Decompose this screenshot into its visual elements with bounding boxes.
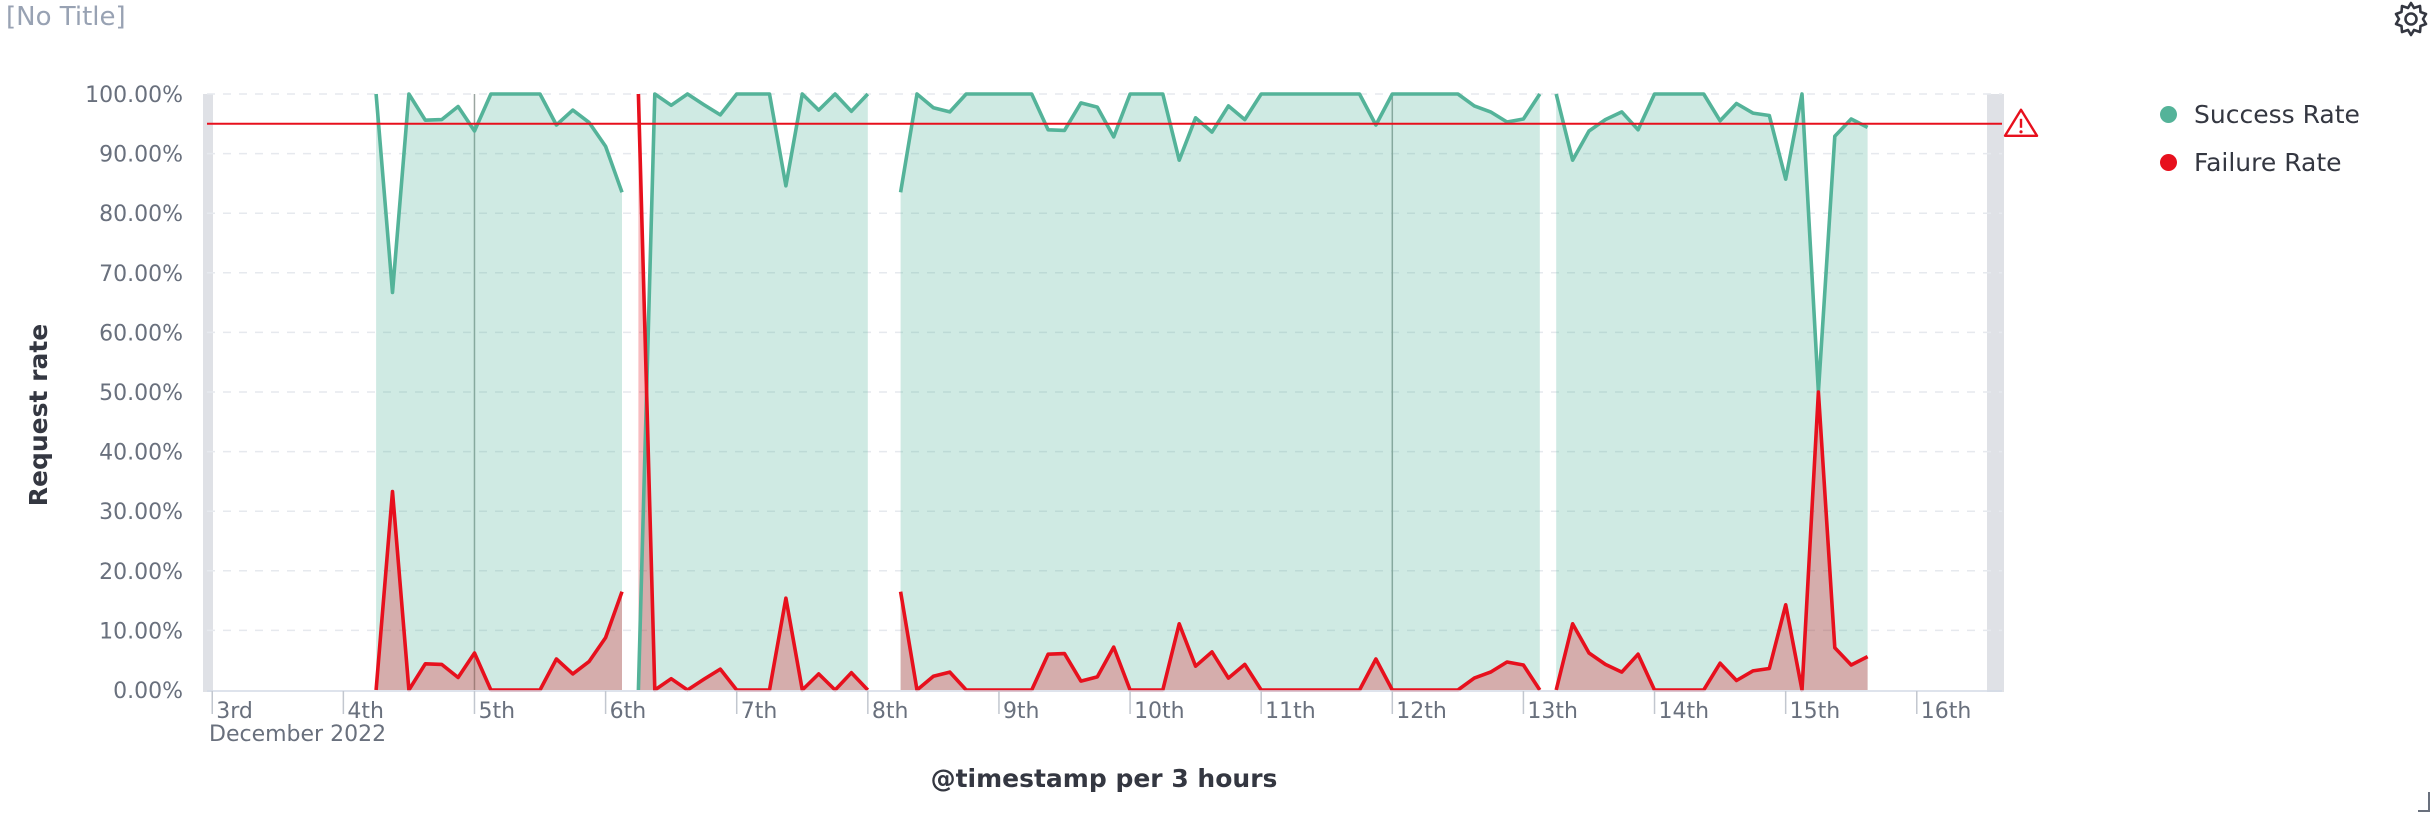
y-tick-label: 50.00%	[99, 381, 183, 406]
legend: Success Rate Failure Rate	[2160, 90, 2360, 186]
warning-dot	[2019, 130, 2023, 134]
x-tick-label: 5th	[478, 699, 515, 724]
area-failure-rate	[900, 591, 1540, 690]
x-tick-label: 9th	[1003, 699, 1040, 724]
legend-label-success: Success Rate	[2194, 99, 2360, 129]
series-line-success-rate	[374, 92, 624, 295]
legend-item-failure-rate[interactable]: Failure Rate	[2160, 138, 2360, 186]
y-tick-label: 70.00%	[99, 262, 183, 287]
x-tick-label: 3rd	[216, 699, 253, 724]
x-tick-label: 11th	[1265, 699, 1316, 724]
warning-icon	[2003, 108, 2039, 137]
y-tick-label: 30.00%	[99, 500, 183, 525]
x-tick-label: 14th	[1659, 699, 1710, 724]
x-tick-label: 4th	[347, 699, 384, 724]
legend-item-success-rate[interactable]: Success Rate	[2160, 90, 2360, 138]
y-tick-label: 100.00%	[85, 83, 183, 108]
series-line-failure-rate	[636, 93, 870, 692]
y-tick-label: 80.00%	[99, 202, 183, 227]
x-tick-label: 10th	[1134, 699, 1185, 724]
y-tick-label: 40.00%	[99, 441, 183, 466]
series-line-failure-rate	[1554, 390, 1869, 692]
x-axis-label: @timestamp per 3 hours	[931, 764, 1278, 793]
panel-title: [No Title]	[6, 2, 126, 32]
x-tick-label: 15th	[1790, 699, 1841, 724]
area-failure-rate	[1556, 392, 1868, 690]
x-axis-subtitle: December 2022	[209, 722, 386, 747]
legend-label-failure: Failure Rate	[2194, 147, 2342, 177]
x-tick-label: 12th	[1396, 699, 1447, 724]
series-line-success-rate	[636, 92, 870, 691]
legend-dot-failure	[2160, 153, 2177, 171]
x-tick-label: 6th	[610, 699, 647, 724]
area-success-rate	[376, 94, 622, 690]
series-line-failure-rate	[374, 489, 624, 692]
x-tick-label: 13th	[1527, 699, 1578, 724]
series-line-success-rate	[1554, 92, 1869, 394]
x-tick-label: 16th	[1921, 699, 1972, 724]
x-tick-label: 7th	[741, 699, 778, 724]
area-success-rate	[1556, 94, 1868, 690]
y-tick-label: 60.00%	[99, 321, 183, 346]
resize-handle[interactable]	[2418, 792, 2430, 812]
x-tick-label: 8th	[872, 699, 909, 724]
series-line-failure-rate	[898, 591, 1542, 692]
y-tick-label: 0.00%	[113, 679, 183, 704]
x-domain-end-shade	[1987, 94, 2004, 692]
area-success-rate	[638, 94, 868, 690]
x-domain-start-shade	[203, 94, 213, 692]
gear-icon[interactable]	[2392, 0, 2430, 38]
y-axis-label: Request rate	[24, 324, 53, 507]
area-success-rate	[900, 94, 1540, 690]
series-line-success-rate	[898, 92, 1542, 193]
legend-dot-success	[2160, 105, 2177, 123]
y-tick-label: 90.00%	[99, 143, 183, 168]
area-failure-rate	[376, 491, 622, 690]
y-tick-label: 20.00%	[99, 560, 183, 585]
y-tick-label: 10.00%	[99, 619, 183, 644]
